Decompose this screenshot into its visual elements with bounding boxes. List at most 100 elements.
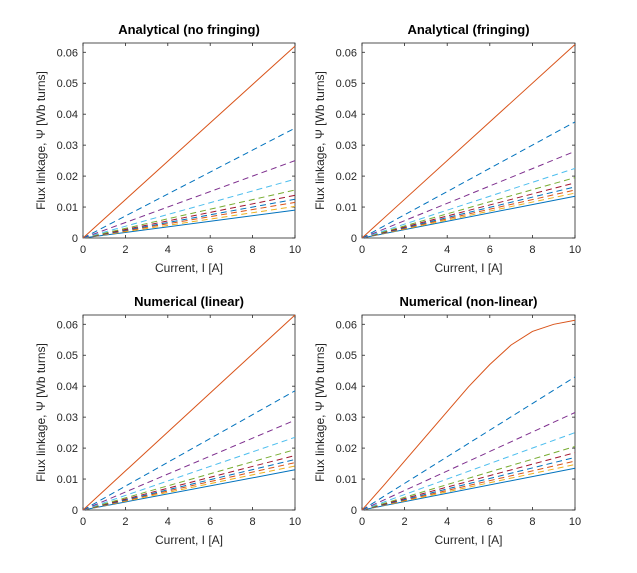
subplot-4: 0 2 4 6 8 10 0 0.01 0.02 0.03 0.04 0.05 0.06 Numerica…	[313, 294, 581, 547]
x-tick-label: 10	[569, 516, 581, 528]
y-tick-label: 0.06	[336, 47, 357, 59]
series-line-2	[82, 205, 296, 239]
series-line-8	[361, 412, 576, 511]
subplot-title: Analytical (fringing)	[407, 22, 529, 37]
series-line-7	[361, 167, 576, 239]
y-axis-label: Flux linkage, Ψ [Wb turns]	[34, 343, 48, 482]
y-tick-label: 0.03	[57, 140, 78, 152]
y-tick-label: 0.03	[336, 412, 357, 424]
series-line-4	[82, 459, 296, 511]
y-tick-label: 0.04	[336, 381, 357, 393]
y-axis-label: Flux linkage, Ψ [Wb turns]	[34, 71, 48, 210]
x-tick-label: 4	[165, 516, 171, 528]
series-line-7	[82, 436, 296, 511]
series-line-5	[82, 455, 296, 511]
y-tick-label: 0.02	[336, 171, 357, 183]
subplot-title: Analytical (no fringing)	[118, 22, 260, 37]
x-tick-label: 6	[487, 244, 493, 256]
series-line-5	[361, 452, 576, 511]
series-line-3	[82, 201, 296, 239]
y-tick-label: 0.01	[57, 474, 78, 486]
y-tick-label: 0	[351, 505, 357, 517]
y-tick-label: 0.06	[57, 47, 78, 59]
series-line-1	[82, 209, 296, 239]
y-tick-label: 0	[72, 505, 78, 517]
subplot-3: 0 2 4 6 8 10 0 0.01 0.02 0.03 0.04 0.05 0.06 Numerica…	[34, 294, 301, 547]
y-tick-label: 0.02	[336, 443, 357, 455]
x-tick-label: 0	[80, 516, 86, 528]
series-line-4	[361, 186, 576, 239]
x-axis-label: Current, I [A]	[434, 533, 502, 547]
y-tick-label: 0	[351, 233, 357, 245]
y-tick-label: 0.01	[57, 202, 78, 214]
x-axis-label: Current, I [A]	[155, 261, 223, 275]
x-tick-label: 8	[529, 244, 535, 256]
x-tick-label: 6	[207, 516, 213, 528]
y-tick-label: 0.04	[57, 109, 78, 121]
y-axis-label: Flux linkage, Ψ [Wb turns]	[313, 71, 327, 210]
subplot-title: Numerical (linear)	[134, 294, 244, 309]
x-axis-label: Current, I [A]	[155, 533, 223, 547]
y-tick-label: 0.06	[57, 319, 78, 331]
series-line-5	[82, 194, 296, 239]
y-tick-label: 0	[72, 233, 78, 245]
y-tick-label: 0.04	[57, 381, 78, 393]
y-tick-label: 0.05	[57, 350, 78, 362]
x-tick-label: 0	[80, 244, 86, 256]
y-tick-label: 0.05	[57, 78, 78, 90]
series-line-2	[361, 464, 576, 511]
series-line-1	[82, 469, 296, 511]
x-tick-label: 4	[165, 244, 171, 256]
y-tick-label: 0.04	[336, 109, 357, 121]
series-line-6	[82, 449, 296, 511]
series-line-9	[82, 390, 296, 511]
series-line-6	[361, 177, 576, 239]
series-line-3	[361, 460, 576, 511]
y-tick-label: 0.01	[336, 202, 357, 214]
series-line-8	[82, 419, 296, 511]
series-line-9	[361, 121, 576, 239]
y-axis-label: Flux linkage, Ψ [Wb turns]	[313, 343, 327, 482]
series-line-10	[361, 319, 576, 511]
x-tick-label: 0	[359, 516, 365, 528]
series-line-9	[361, 376, 576, 511]
series-line-3	[361, 189, 576, 239]
y-tick-label: 0.03	[57, 412, 78, 424]
series-line-2	[361, 192, 576, 239]
y-tick-label: 0.05	[336, 78, 357, 90]
y-tick-label: 0.02	[57, 171, 78, 183]
x-tick-label: 10	[569, 244, 581, 256]
x-axis-label: Current, I [A]	[434, 261, 502, 275]
y-tick-label: 0.05	[336, 350, 357, 362]
x-tick-label: 2	[402, 244, 408, 256]
x-tick-label: 2	[122, 244, 128, 256]
y-tick-label: 0.03	[336, 140, 357, 152]
series-line-2	[82, 465, 296, 511]
series-line-1	[361, 467, 576, 511]
x-tick-label: 8	[529, 516, 535, 528]
y-tick-label: 0.02	[57, 443, 78, 455]
axes-box	[361, 314, 576, 511]
x-tick-label: 2	[122, 516, 128, 528]
series-line-4	[361, 456, 576, 511]
x-tick-label: 2	[402, 516, 408, 528]
series-line-10	[82, 45, 296, 239]
x-tick-label: 0	[359, 244, 365, 256]
x-tick-label: 10	[289, 244, 301, 256]
series-line-8	[82, 160, 296, 239]
series-line-5	[361, 182, 576, 239]
subplot-1: 0 2 4 6 8 10 0 0.01 0.02 0.03 0.04 0.05 0.06 Analytic…	[34, 22, 301, 275]
series-line-10	[82, 314, 296, 511]
series-line-6	[82, 189, 296, 239]
series-line-1	[361, 195, 576, 239]
x-tick-label: 8	[250, 244, 256, 256]
series-line-10	[361, 44, 576, 239]
subplot-2: 0 2 4 6 8 10 0 0.01 0.02 0.03 0.04 0.05 0.06 Analytic…	[313, 22, 581, 275]
series-line-3	[82, 462, 296, 511]
x-tick-label: 4	[444, 516, 450, 528]
x-tick-label: 8	[250, 516, 256, 528]
subplot-title: Numerical (non-linear)	[400, 294, 538, 309]
series-line-7	[361, 432, 576, 511]
series-line-8	[361, 150, 576, 239]
